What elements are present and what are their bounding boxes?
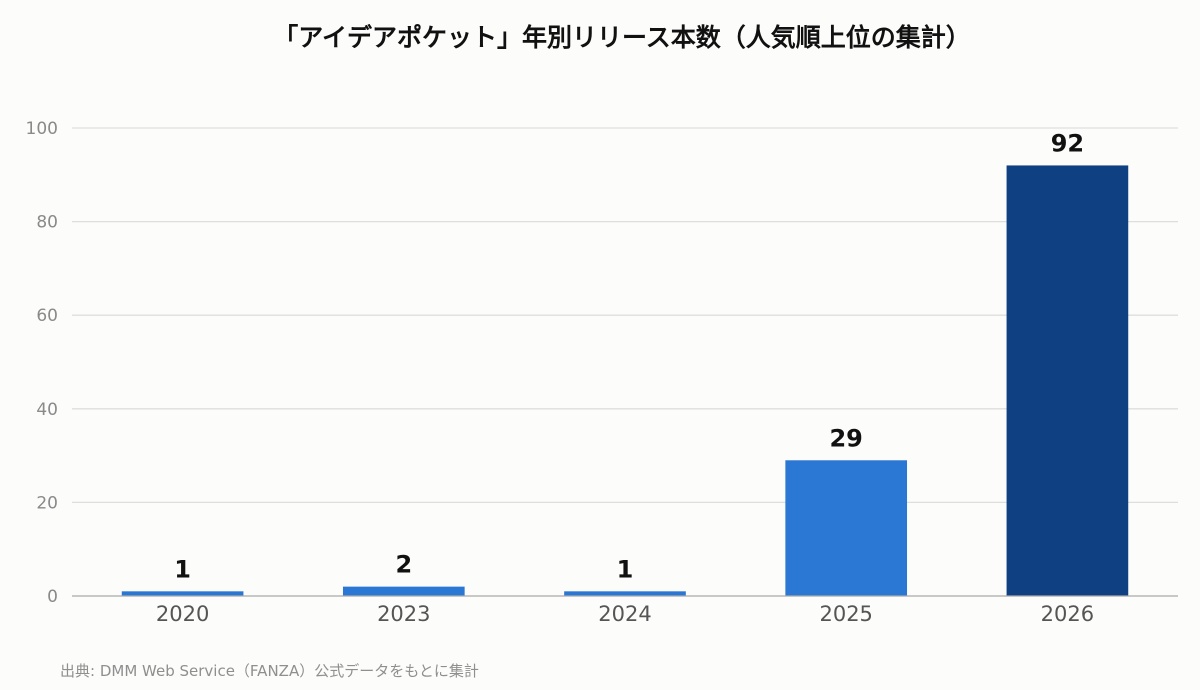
data-label-2026: 92 — [1051, 129, 1084, 157]
y-axis-ticks: 0 20 40 60 80 100 — [26, 119, 58, 607]
source-note: 出典: DMM Web Service（FANZA）公式データをもとに集計 — [60, 662, 479, 680]
y-tick-label: 60 — [36, 306, 58, 326]
y-tick-label: 100 — [26, 119, 58, 139]
bar-2025 — [785, 460, 908, 596]
x-tick-label: 2020 — [156, 602, 209, 626]
data-label-2020: 1 — [174, 555, 191, 583]
x-tick-label: 2026 — [1041, 602, 1094, 626]
bar-2023 — [342, 586, 465, 596]
data-label-2024: 1 — [617, 555, 634, 583]
chart-title: 「アイデアポケット」年別リリース本数（人気順上位の集計） — [273, 23, 971, 52]
data-label-2023: 2 — [395, 551, 412, 579]
gridlines — [72, 127, 1178, 504]
bar-2020 — [121, 591, 244, 596]
bar-2024 — [564, 591, 686, 596]
x-tick-label: 2024 — [598, 602, 651, 626]
data-labels: 1 2 1 29 92 — [174, 129, 1084, 583]
bar-2026 — [1006, 165, 1129, 596]
x-tick-label: 2025 — [819, 602, 872, 626]
y-tick-label: 0 — [47, 587, 58, 607]
y-tick-label: 40 — [36, 400, 58, 420]
bars — [121, 165, 1129, 596]
y-tick-label: 20 — [36, 493, 58, 513]
x-tick-label: 2023 — [377, 602, 430, 626]
y-tick-label: 80 — [36, 213, 58, 233]
data-label-2025: 29 — [829, 424, 862, 452]
x-axis-ticks: 2020 2023 2024 2025 2026 — [156, 602, 1094, 626]
